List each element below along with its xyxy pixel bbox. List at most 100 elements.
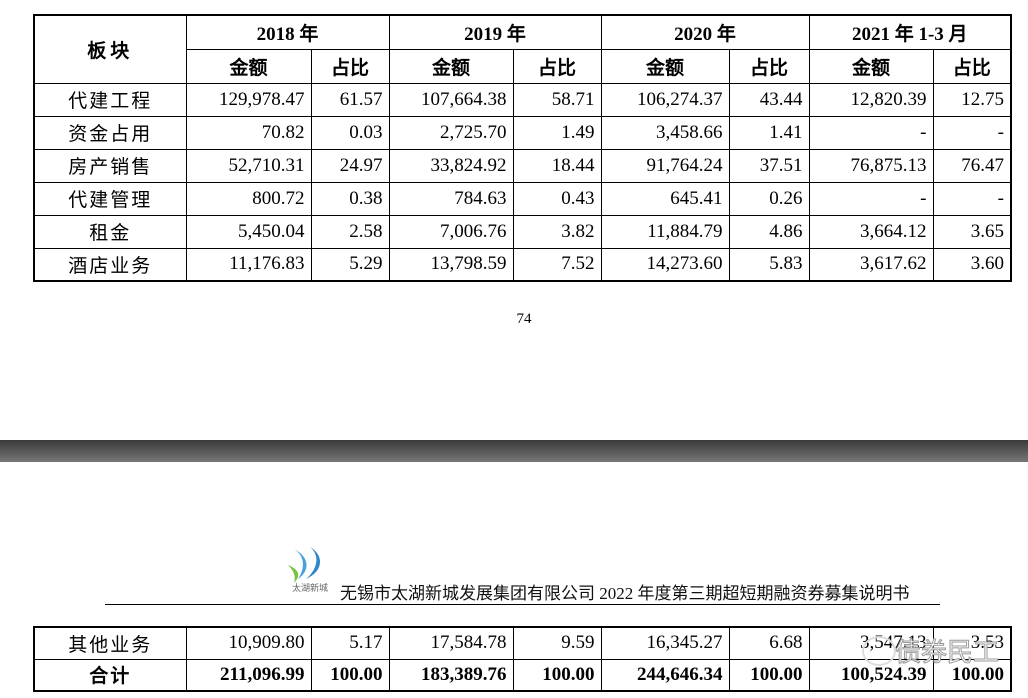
cell: 5.17: [310, 626, 390, 660]
cell: 100.00: [728, 658, 810, 692]
cell: 16,345.27: [600, 626, 730, 660]
header-row: 板块 2018 年 2019 年 2020 年 2021 年 1-3 月: [33, 14, 1012, 84]
cell: 7.52: [512, 247, 602, 282]
cell: -: [932, 181, 1012, 216]
cell: 5.83: [728, 247, 810, 282]
watermark: 债券民工: [894, 638, 1000, 669]
table-row: 酒店业务 11,176.83 5.29 13,798.59 7.52 14,273.60 5…: [33, 247, 1012, 282]
sub-header: 占比: [932, 48, 1012, 84]
sub-header: 金额: [808, 48, 934, 84]
table-row: 租金 5,450.04 2.58 7,006.76 3.82 11,884.79 4.86 3…: [33, 214, 1012, 249]
cell: 1.41: [728, 115, 810, 150]
cell: 3,617.62: [808, 247, 934, 282]
cell: 0.38: [310, 181, 390, 216]
cell: 9.59: [512, 626, 602, 660]
logo-text: 太湖新城: [292, 582, 328, 594]
row-label: 酒店业务: [33, 247, 187, 282]
cell: 4.86: [728, 214, 810, 249]
row-label: 租金: [33, 214, 187, 249]
sub-header: 占比: [728, 48, 810, 84]
revenue-table: 板块 2018 年 2019 年 2020 年 2021 年 1-3 月金额 占比 金额 占比…: [33, 14, 1012, 282]
cell: 3.60: [932, 247, 1012, 282]
sub-header: 金额: [185, 48, 312, 84]
header-rule: [105, 604, 940, 605]
cell: -: [808, 181, 934, 216]
cell: 61.57: [310, 82, 390, 117]
cell: 70.82: [185, 115, 312, 150]
cell: -: [932, 115, 1012, 150]
table-row: 合计 211,096.99 100.00 183,389.76 100.00 244,64…: [33, 658, 1012, 692]
sub-header: 金额: [600, 48, 730, 84]
cell: 11,176.83: [185, 247, 312, 282]
row-label: 资金占用: [33, 115, 187, 150]
page-break: [0, 440, 1028, 462]
sub-header: 占比: [512, 48, 602, 84]
cell: 100.00: [310, 658, 390, 692]
cell: 58.71: [512, 82, 602, 117]
cell: 37.51: [728, 148, 810, 183]
cell: 76,875.13: [808, 148, 934, 183]
header-row: 金额 占比 金额 占比 金额 占比 金额 占比: [34, 48, 1012, 84]
doc-header: 无锡市太湖新城发展集团有限公司 2022 年度第三期超短期融资券募集说明书: [340, 584, 910, 603]
cell: 6.68: [728, 626, 810, 660]
cell: 5,450.04: [185, 214, 312, 249]
cell: 800.72: [185, 181, 312, 216]
cell: 1.49: [512, 115, 602, 150]
cell: 129,978.47: [185, 82, 312, 117]
cell: 784.63: [388, 181, 514, 216]
cell: 13,798.59: [388, 247, 514, 282]
cell: -: [808, 115, 934, 150]
row-label: 代建工程: [33, 82, 187, 117]
cell: 10,909.80: [185, 626, 312, 660]
row-header: 板块: [33, 14, 187, 84]
cell: 0.43: [512, 181, 602, 216]
group-header: 2020 年: [600, 14, 810, 50]
wechat-icon: [862, 636, 896, 666]
cell: 2,725.70: [388, 115, 514, 150]
cell: 17,584.78: [388, 626, 514, 660]
cell: 0.03: [310, 115, 390, 150]
group-header: 2021 年 1-3 月: [808, 14, 1012, 50]
cell: 12.75: [932, 82, 1012, 117]
cell: 7,006.76: [388, 214, 514, 249]
cell: 3.82: [512, 214, 602, 249]
cell: 43.44: [728, 82, 810, 117]
cell: 5.29: [310, 247, 390, 282]
cell: 12,820.39: [808, 82, 934, 117]
cell: 76.47: [932, 148, 1012, 183]
cell: 3,664.12: [808, 214, 934, 249]
table-row: 房产销售 52,710.31 24.97 33,824.92 18.44 91,764.2…: [33, 148, 1012, 183]
table-row: 代建管理 800.72 0.38 784.63 0.43 645.41 0.26- -: [33, 181, 1012, 216]
revenue-table-continued: 其他业务 10,909.80 5.17 17,584.78 9.59 16,345.27 6…: [33, 626, 1012, 692]
sub-header: 占比: [310, 48, 390, 84]
cell: 33,824.92: [388, 148, 514, 183]
cell: 3.65: [932, 214, 1012, 249]
cell: 91,764.24: [600, 148, 730, 183]
row-label: 合计: [33, 658, 187, 692]
sub-header: 金额: [388, 48, 514, 84]
cell: 211,096.99: [185, 658, 312, 692]
cell: 244,646.34: [600, 658, 730, 692]
group-header: 2018 年: [185, 14, 390, 50]
cell: 52,710.31: [185, 148, 312, 183]
cell: 24.97: [310, 148, 390, 183]
cell: 14,273.60: [600, 247, 730, 282]
logo: 太湖新城: [288, 547, 328, 594]
cell: 2.58: [310, 214, 390, 249]
cell: 107,664.38: [388, 82, 514, 117]
row-label: 其他业务: [33, 626, 187, 660]
row-label: 代建管理: [33, 181, 187, 216]
group-header: 2019 年: [388, 14, 602, 50]
cell: 11,884.79: [600, 214, 730, 249]
cell: 106,274.37: [600, 82, 730, 117]
cell: 645.41: [600, 181, 730, 216]
page-number: 74: [516, 311, 532, 327]
cell: 18.44: [512, 148, 602, 183]
table-row: 其他业务 10,909.80 5.17 17,584.78 9.59 16,345.27 6…: [33, 626, 1012, 660]
cell: 0.26: [728, 181, 810, 216]
cell: 183,389.76: [388, 658, 514, 692]
row-label: 房产销售: [33, 148, 187, 183]
table-row: 代建工程 129,978.47 61.57 107,664.38 58.71 106,27…: [33, 82, 1012, 117]
cell: 100.00: [512, 658, 602, 692]
